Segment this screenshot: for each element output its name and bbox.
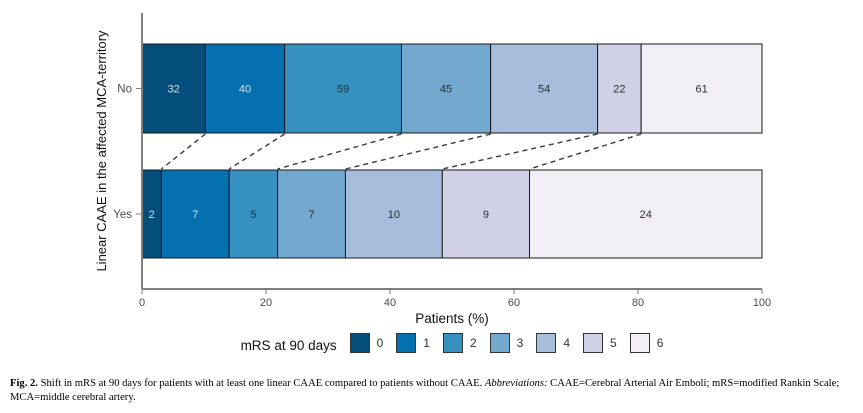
legend-entry-label: 2 [469,335,477,350]
stacked-bar-chart: 32 40 59 45 54 22 61 2 7 5 7 10 9 24 0 20 40 60 80 100 No Yes… [94,13,771,326]
bar-segment-yes-mrs1 [160,169,230,259]
connector-line [228,133,285,170]
legend-item: 6 [629,332,664,353]
bar-value-label: 40 [239,84,251,96]
x-axis-title: Patients (%) [415,311,489,326]
legend-entry-label: 4 [563,335,571,350]
connector-line [277,133,402,170]
x-tick-label: 20 [260,297,272,309]
legend-entry-label: 5 [610,335,617,350]
legend-swatch-1 [396,332,417,353]
caption-segment: Fig. 2. [10,378,38,389]
bar-value-label: 24 [640,209,652,221]
category-label-no: No [117,84,132,96]
category-label-yes: Yes [113,209,132,221]
x-tick-label: 0 [139,297,145,309]
bar-segment-no-mrs3 [400,43,492,134]
bar-segment-yes-mrs4 [344,169,443,259]
legend-swatch-0 [349,332,370,353]
bar-value-label: 61 [695,84,707,96]
y-axis-title: Linear CAAE in the affected MCA-territor… [94,30,109,272]
bar-value-label: 45 [440,84,452,96]
caption-segment: CAAE=Cerebral Arterial Air Emboli; mRS=m… [10,378,840,403]
bar-segment-yes-mrs3 [277,169,346,259]
legend-swatch-2 [442,332,463,353]
legend-item: 3 [489,332,524,353]
connector-line [442,133,598,170]
bar-value-label: 59 [337,84,349,96]
x-tick-label: 100 [753,297,771,309]
legend-entry-label: 1 [423,335,430,350]
legend-swatch-6 [629,332,650,353]
figure-caption: Fig. 2. Shift in mRS at 90 days for pati… [10,377,855,405]
legend-swatch-4 [536,332,557,353]
bar-segment-no-mrs2 [284,43,402,134]
legend-items: 0 1 2 3 4 5 6 [337,332,664,358]
bar-segment-no-mrs6 [640,43,763,134]
legend-item: 2 [442,332,477,353]
bar-segment-yes-mrs2 [228,169,279,259]
x-tick-label: 60 [508,297,520,309]
legend-entry-label: 6 [656,335,664,350]
caption-segment: Abbreviations: [484,378,548,389]
legend-entry-label: 0 [376,335,384,350]
legend-item: 0 [349,332,384,353]
legend-item: 4 [536,332,571,353]
connector-line [529,133,642,170]
legend-title: mRS at 90 days [240,337,337,353]
bar-segment-no-mrs0 [141,43,206,134]
bar-value-label: 9 [483,209,489,221]
caption-segment: Shift in mRS at 90 days for patients wit… [37,378,485,389]
x-tick-label: 80 [632,297,644,309]
bar-value-label: 5 [250,209,256,221]
connector-line [345,133,491,170]
bar-value-label: 32 [168,84,180,96]
bar-segment-no-mrs4 [490,43,599,134]
legend-item: 5 [583,332,617,353]
legend-entry-label: 3 [516,335,524,350]
bar-value-label: 2 [149,209,155,221]
legend: mRS at 90 days 0 1 2 3 4 5 6 [142,332,762,358]
legend-swatch-3 [489,332,510,353]
bar-value-label: 7 [308,209,314,221]
bar-value-label: 22 [613,84,625,96]
bar-segment-no-mrs1 [204,43,286,134]
bar-value-label: 7 [192,209,198,221]
connector-line [160,133,206,170]
bar-segment-yes-mrs6 [529,169,763,259]
legend-swatch-5 [583,332,604,353]
bar-value-label: 54 [538,84,550,96]
legend-item: 1 [396,332,430,353]
bar-segment-no-mrs5 [597,43,642,134]
bar-segment-yes-mrs5 [441,169,530,259]
x-tick-label: 40 [384,297,396,309]
bar-value-label: 10 [388,209,400,221]
